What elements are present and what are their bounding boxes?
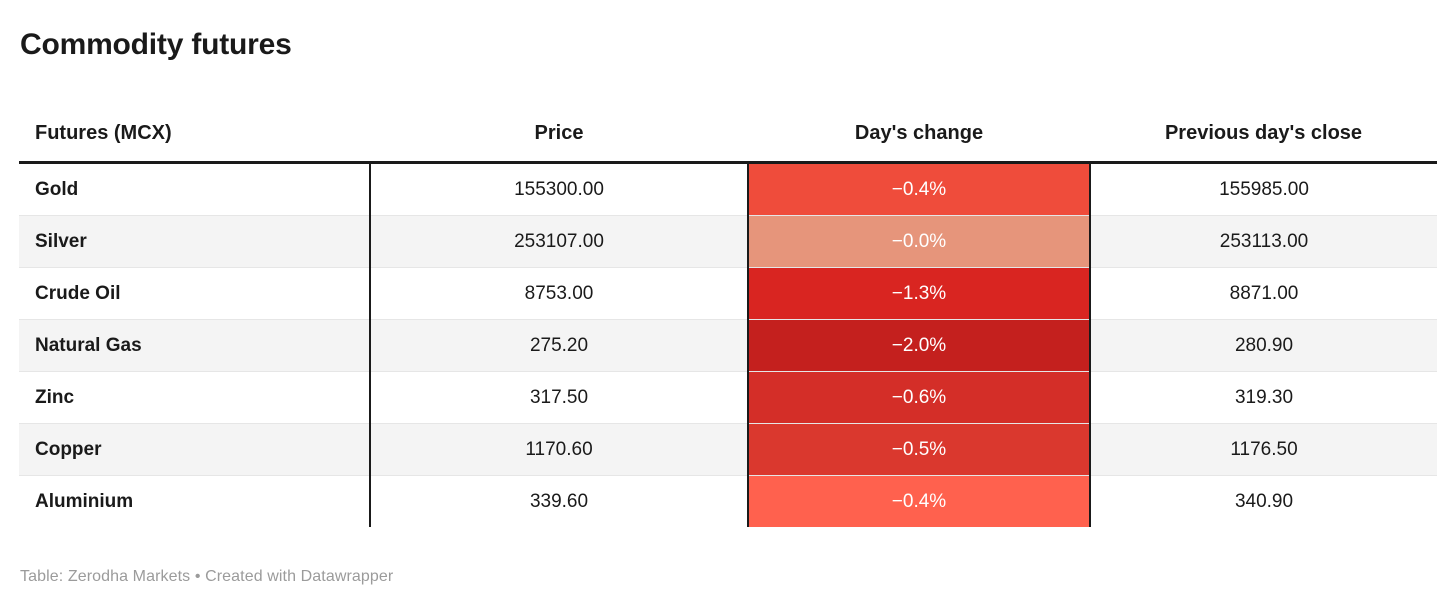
table-source-note: Table: Zerodha Markets • Created with Da…: [20, 568, 394, 585]
column-header-futures: Futures (MCX): [19, 62, 370, 164]
price-cell: 155300.00: [369, 162, 748, 216]
prev-close-cell: 253113.00: [1090, 215, 1437, 268]
table-row: Natural Gas 275.20 −2.0% 280.90: [19, 319, 1437, 372]
change-cell: −0.5%: [747, 423, 1091, 476]
futures-name-cell: Copper: [19, 423, 370, 476]
price-cell: 317.50: [369, 371, 748, 424]
column-header-change: Day's change: [748, 62, 1090, 164]
page-title: Commodity futures: [20, 28, 292, 61]
price-cell: 275.20: [369, 319, 748, 372]
prev-close-cell: 8871.00: [1090, 267, 1437, 320]
table-row: Gold 155300.00 −0.4% 155985.00: [19, 162, 1437, 216]
change-cell: −1.3%: [747, 267, 1091, 320]
prev-close-cell: 340.90: [1090, 475, 1437, 527]
prev-close-cell: 319.30: [1090, 371, 1437, 424]
change-cell: −0.6%: [747, 371, 1091, 424]
page: Commodity futures Futures (MCX) Price Da…: [19, 28, 1437, 585]
prev-close-cell: 280.90: [1090, 319, 1437, 372]
table-row: Zinc 317.50 −0.6% 319.30: [19, 371, 1437, 424]
column-header-prev-close: Previous day's close: [1090, 62, 1437, 164]
futures-name-cell: Natural Gas: [19, 319, 370, 372]
table-row: Crude Oil 8753.00 −1.3% 8871.00: [19, 267, 1437, 320]
price-cell: 8753.00: [369, 267, 748, 320]
table-row: Silver 253107.00 −0.0% 253113.00: [19, 215, 1437, 268]
price-cell: 253107.00: [369, 215, 748, 268]
futures-name-cell: Silver: [19, 215, 370, 268]
futures-name-cell: Aluminium: [19, 475, 370, 527]
table-row: Aluminium 339.60 −0.4% 340.90: [19, 475, 1437, 527]
change-cell: −0.0%: [747, 215, 1091, 268]
futures-name-cell: Gold: [35, 178, 79, 200]
price-cell: 1170.60: [369, 423, 748, 476]
table-body: Gold 155300.00 −0.4% 155985.00 Silver 25…: [19, 162, 1437, 527]
price-cell: 339.60: [369, 475, 748, 527]
change-cell: −0.4%: [747, 162, 1091, 216]
table-row: Copper 1170.60 −0.5% 1176.50: [19, 423, 1437, 476]
commodity-futures-table: Futures (MCX) Price Day's change Previou…: [19, 62, 1437, 527]
futures-name-cell: Crude Oil: [19, 267, 370, 320]
change-cell: −2.0%: [747, 319, 1091, 372]
table-header: Futures (MCX) Price Day's change Previou…: [19, 62, 1437, 164]
column-header-price: Price: [370, 62, 748, 164]
prev-close-cell: 1176.50: [1090, 423, 1437, 476]
futures-name-cell: Zinc: [19, 371, 370, 424]
prev-close-cell: 155985.00: [1219, 178, 1309, 200]
change-cell: −0.4%: [747, 475, 1091, 527]
